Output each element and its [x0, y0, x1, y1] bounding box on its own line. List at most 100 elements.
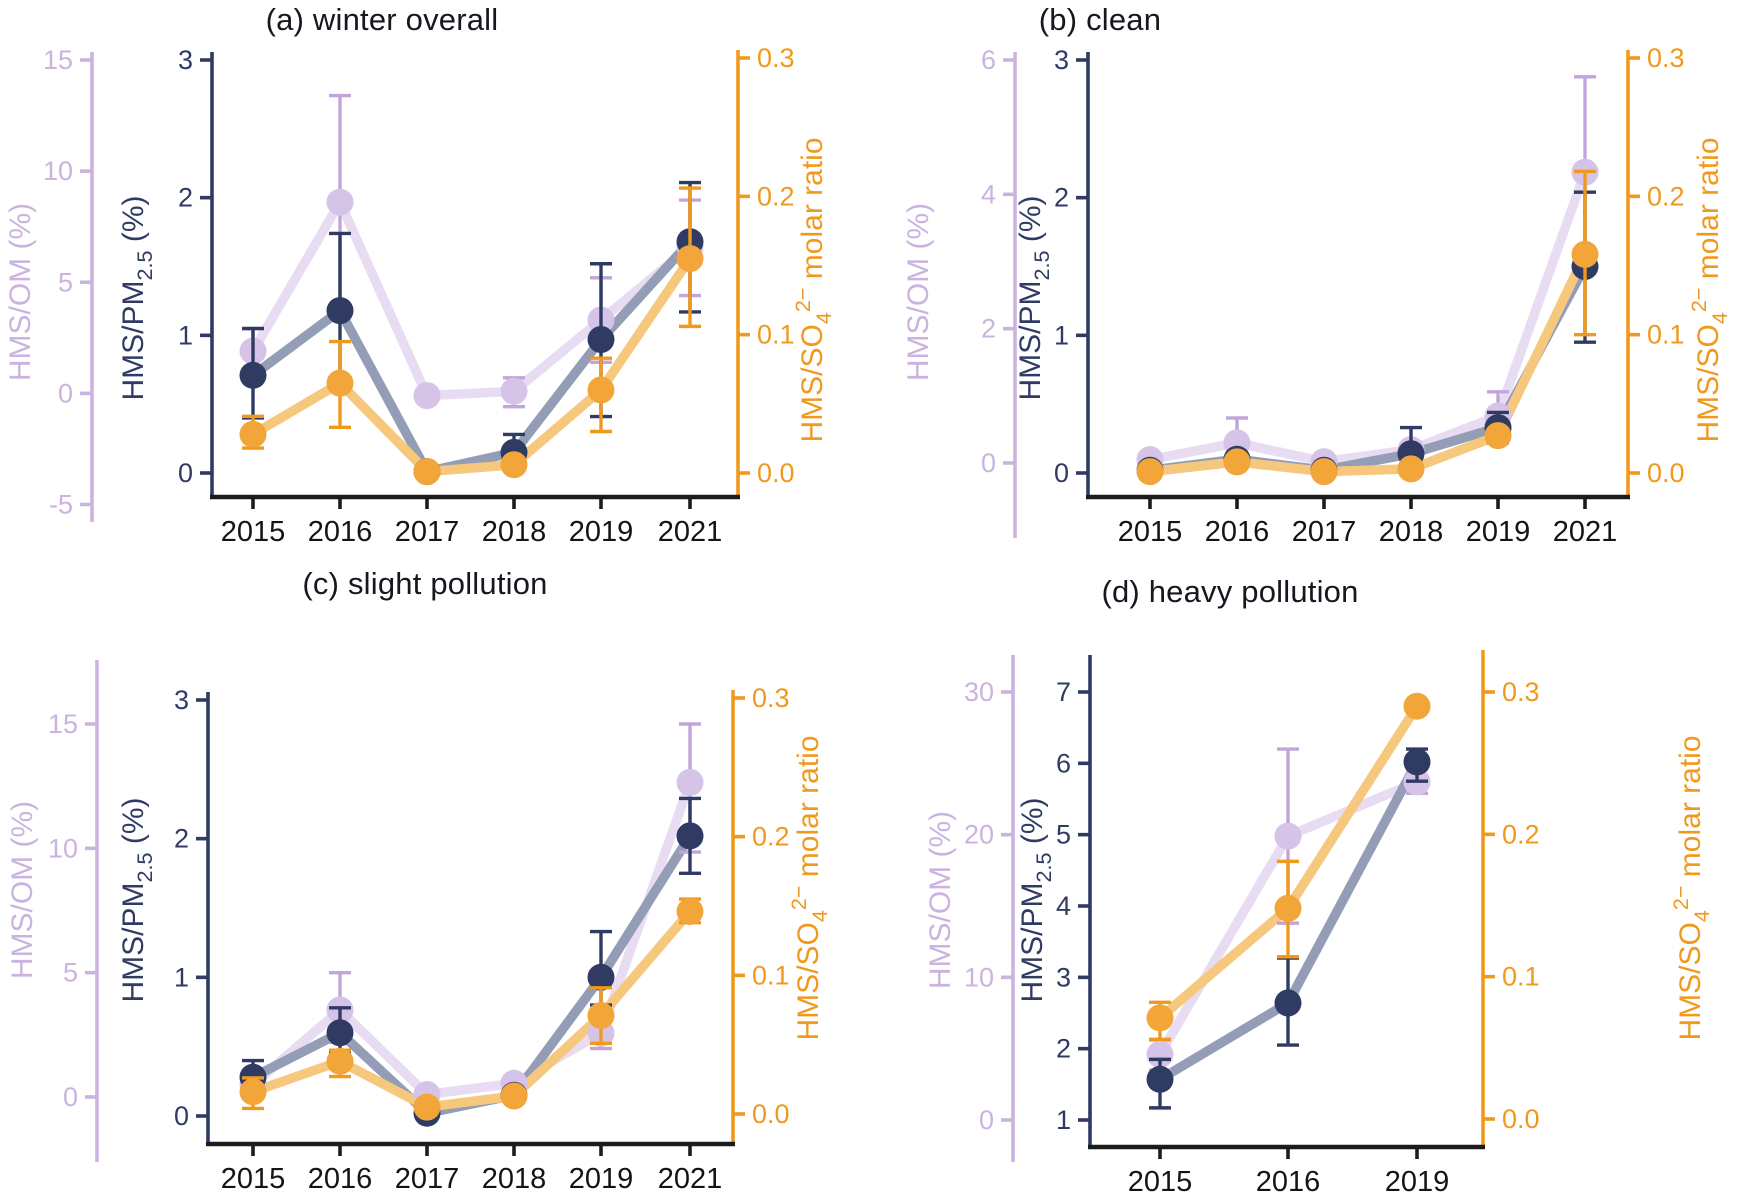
series-hms-pm25-point [587, 326, 615, 353]
x-tick-label: 2021 [658, 516, 723, 548]
right-tick-label: 0.1 [1647, 320, 1685, 350]
series-hms-so4-point [1274, 894, 1302, 922]
left_inner-axis-title: HMS/PM2.5 (%) [117, 195, 157, 400]
series-hms-so4-point [413, 458, 441, 486]
left_inner-tick-label: 1 [178, 320, 193, 350]
series-hms-om-point [1146, 1040, 1174, 1068]
left_outer-tick-label: 15 [48, 709, 78, 739]
x-tick-label: 2019 [569, 1163, 634, 1195]
left_outer-tick-label: 0 [981, 448, 996, 478]
left_inner-tick-label: 1 [1056, 1105, 1071, 1135]
right-tick-label: 0.0 [1647, 458, 1685, 488]
panel-d-title: (d) heavy pollution [1101, 574, 1359, 609]
panel-b-title: (b) clean [1038, 2, 1162, 37]
right-tick-label: 0.0 [752, 1099, 790, 1129]
left_outer-tick-label: 30 [964, 677, 994, 707]
series-hms-om-point [1274, 822, 1302, 850]
x-tick-label: 2018 [1379, 516, 1444, 548]
right-tick-label: 0.1 [1502, 962, 1540, 992]
series-hms-so4-point [326, 1047, 354, 1075]
right-axis-title: HMS/SO42− molar ratio [1686, 137, 1732, 442]
right-tick-label: 0.3 [1502, 677, 1540, 707]
left_outer-tick-label: 10 [964, 962, 994, 992]
right-tick-label: 0.2 [757, 181, 795, 211]
series-hms-so4-point [676, 245, 704, 273]
left_inner-tick-label: 2 [1056, 1034, 1071, 1064]
left_outer-axis-title: HMS/OM (%) [4, 203, 37, 381]
left_inner-tick-label: 3 [174, 685, 189, 715]
x-tick-label: 2017 [395, 1163, 460, 1195]
left_outer-tick-label: 0 [58, 378, 73, 408]
x-tick-label: 2018 [482, 1163, 547, 1195]
panel-d-chart: 30 20 10 0 HMS/OM (%) 7 6 5 4 3 2 1 HMS/PM2.5 (%) 0.3… [924, 650, 1714, 1197]
series-hms-pm25-point [587, 963, 615, 991]
right-tick-label: 0.0 [1502, 1104, 1540, 1134]
x-tick-label: 2016 [308, 516, 373, 548]
left_outer-axis-title: HMS/OM (%) [6, 801, 39, 979]
right-tick-label: 0.3 [757, 43, 795, 73]
series-hms-so4-point [1484, 422, 1512, 450]
series-hms-om-line [1145, 167, 1590, 467]
series-hms-om-point [676, 768, 704, 796]
x-tick-label: 2016 [308, 1163, 373, 1195]
left_outer-tick-label: 10 [43, 156, 73, 186]
left_outer-tick-label: 5 [63, 958, 78, 988]
series-hms-so4-point [676, 898, 704, 925]
series-hms-so4-line [1145, 249, 1590, 477]
panel-b-chart: 6 4 2 0 HMS/OM (%) 3 2 1 0 HMS/PM2.5 (%) 0.3 0.2 0.1… [902, 43, 1732, 548]
series-hms-pm25-point [676, 822, 704, 850]
x-tick-label: 2015 [221, 1163, 286, 1195]
series-hms-so4-point [1136, 458, 1164, 486]
right-axis-title: HMS/SO42− molar ratio [786, 735, 832, 1040]
x-tick-label: 2016 [1205, 516, 1270, 548]
left_inner-tick-label: 7 [1056, 677, 1071, 707]
left_outer-tick-label: 0 [979, 1105, 994, 1135]
series-hms-pm25-point [326, 297, 354, 325]
left_inner-tick-label: 3 [178, 45, 193, 75]
series-hms-om-line [248, 197, 695, 401]
right-tick-label: 0.1 [752, 960, 790, 990]
left_outer-tick-label: 2 [981, 314, 996, 344]
series-hms-pm25-point [239, 361, 267, 389]
left_outer-tick-label: 6 [981, 45, 996, 75]
left_outer-tick-label: 15 [43, 45, 73, 75]
series-hms-so4-point [587, 376, 615, 404]
right-tick-label: 0.3 [752, 683, 790, 713]
left_outer-axis-title: HMS/OM (%) [924, 811, 957, 989]
x-tick-label: 2015 [221, 516, 286, 548]
left_inner-tick-label: 1 [174, 962, 189, 992]
x-tick-label: 2019 [569, 516, 634, 548]
left_inner-tick-label: 6 [1056, 748, 1071, 778]
series-hms-so4-point [239, 1078, 267, 1106]
panel-a-title: (a) winter overall [265, 2, 499, 37]
left_inner-axis-title: HMS/PM2.5 (%) [1016, 797, 1056, 1002]
right-axis-title: HMS/SO42− molar ratio [790, 137, 836, 442]
series-hms-so4-point [413, 1093, 441, 1121]
series-hms-so4-point [587, 1002, 615, 1029]
left_inner-tick-label: 3 [1054, 45, 1069, 75]
series-hms-pm25-point [1146, 1065, 1174, 1093]
left_inner-axis-title: HMS/PM2.5 (%) [117, 797, 157, 1002]
left_inner-tick-label: 2 [1054, 183, 1069, 213]
series-hms-pm25-line [248, 236, 695, 477]
left_outer-tick-label: 4 [981, 179, 996, 209]
right-tick-label: 0.1 [757, 320, 795, 350]
series-hms-pm25-point [326, 1019, 354, 1047]
x-tick-label: 2016 [1256, 1166, 1321, 1197]
x-tick-label: 2021 [658, 1163, 723, 1195]
left_inner-tick-label: 0 [174, 1101, 189, 1131]
series-hms-so4-line [248, 253, 695, 477]
left_outer-tick-label: -5 [49, 490, 73, 520]
series-hms-om-point [413, 382, 441, 410]
right-tick-label: 0.3 [1647, 43, 1685, 73]
series-hms-so4-point [326, 369, 354, 397]
left_outer-axis-title: HMS/OM (%) [902, 203, 935, 381]
right-axis-title: HMS/SO42− molar ratio [1668, 735, 1714, 1040]
left_outer-tick-label: 5 [58, 267, 73, 297]
left_inner-tick-label: 4 [1056, 891, 1071, 921]
series-hms-so4-point [1403, 692, 1431, 720]
left_inner-tick-label: 0 [178, 458, 193, 488]
